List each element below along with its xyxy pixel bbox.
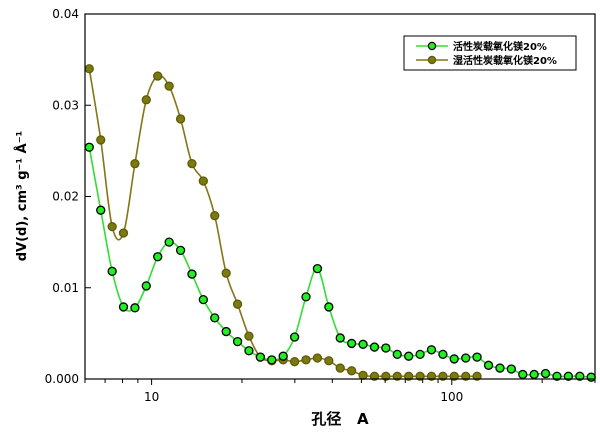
data-point-series-2: [301, 355, 311, 365]
data-point-series-2: [244, 331, 254, 341]
data-point-series-1: [289, 332, 300, 342]
x-axis-label: 孔径 A: [311, 410, 369, 428]
data-point-series-2: [438, 371, 448, 381]
data-point-series-2: [369, 371, 380, 381]
data-point-series-1: [187, 269, 197, 279]
data-point-series-1: [358, 339, 368, 349]
data-point-series-2: [118, 228, 129, 238]
data-point-series-1: [164, 237, 174, 247]
data-point-series-2: [335, 363, 345, 373]
data-point-series-2: [84, 64, 94, 74]
data-point-series-2: [198, 176, 208, 186]
data-point-series-1: [130, 303, 140, 313]
legend-marker-series-1: [427, 41, 437, 51]
data-point-series-1: [232, 336, 243, 347]
legend: 活性炭载氧化镁20% 湿活性炭载氧化镁20%: [403, 35, 577, 71]
data-point-series-1: [518, 369, 528, 380]
data-point-series-2: [461, 371, 471, 381]
data-point-series-2: [232, 299, 243, 309]
data-point-series-1: [381, 343, 391, 353]
y-tick-label: 0.03: [52, 98, 79, 112]
series-line-1: [88, 147, 592, 378]
data-point-series-1: [563, 371, 574, 381]
series-line-2: [88, 68, 478, 378]
data-point-series-1: [540, 368, 551, 379]
y-tick-label: 0.02: [52, 190, 79, 204]
data-point-series-2: [415, 371, 425, 381]
data-point-series-1: [529, 369, 539, 380]
data-point-series-1: [426, 345, 437, 355]
legend-marker-series-2: [427, 55, 437, 65]
data-point-series-1: [153, 252, 163, 262]
data-point-series-1: [369, 342, 380, 352]
data-point-series-1: [210, 313, 220, 323]
data-point-series-2: [141, 95, 151, 105]
data-point-series-1: [404, 351, 414, 361]
data-point-series-1: [107, 266, 117, 276]
data-point-series-1: [483, 360, 494, 370]
data-point-series-2: [358, 370, 368, 381]
data-point-series-2: [164, 81, 174, 91]
data-point-series-2: [346, 366, 357, 376]
data-point-series-1: [324, 302, 334, 312]
data-point-series-1: [335, 333, 345, 343]
data-point-series-2: [472, 371, 482, 381]
data-point-series-1: [118, 302, 129, 312]
data-point-series-1: [267, 355, 277, 365]
data-point-series-1: [221, 326, 231, 337]
data-point-series-1: [449, 354, 459, 364]
data-point-series-2: [153, 71, 163, 81]
data-point-series-2: [426, 371, 437, 381]
data-point-series-1: [392, 349, 402, 360]
y-tick-label: 0.04: [52, 7, 79, 21]
data-point-series-1: [301, 292, 311, 302]
data-point-series-1: [461, 353, 471, 363]
data-point-series-2: [392, 371, 402, 381]
data-point-series-1: [96, 205, 106, 215]
data-point-series-2: [221, 268, 231, 278]
data-point-series-1: [472, 352, 482, 362]
y-tick-label: 0.000: [45, 372, 79, 386]
data-point-series-2: [175, 114, 186, 124]
data-point-series-1: [312, 263, 323, 274]
data-point-series-1: [255, 352, 265, 362]
data-point-series-2: [312, 353, 323, 363]
data-point-series-2: [404, 371, 414, 381]
data-point-series-2: [289, 357, 300, 367]
legend-box: [403, 35, 577, 71]
data-point-series-1: [278, 351, 288, 361]
data-point-series-1: [346, 338, 357, 349]
data-point-series-1: [506, 364, 516, 374]
data-point-series-1: [586, 372, 596, 382]
data-point-series-2: [381, 371, 391, 381]
data-point-series-2: [187, 158, 197, 169]
data-point-series-2: [210, 211, 220, 221]
x-tick-label: 100: [440, 390, 463, 404]
data-point-series-2: [107, 221, 117, 232]
data-point-series-1: [438, 349, 448, 360]
data-point-series-2: [449, 371, 459, 381]
data-point-series-1: [575, 371, 585, 381]
data-point-series-1: [415, 349, 425, 360]
data-point-series-1: [141, 281, 151, 291]
y-axis-label: dV(d), cm³ g⁻¹ Å⁻¹: [14, 131, 30, 262]
data-point-series-2: [324, 356, 334, 366]
data-point-series-1: [495, 363, 505, 373]
data-point-series-2: [96, 135, 106, 145]
data-point-series-1: [175, 245, 186, 255]
data-point-series-1: [84, 142, 94, 152]
legend-label-series-1: 活性炭载氧化镁20%: [453, 40, 547, 53]
data-point-series-1: [244, 346, 254, 356]
y-tick-label: 0.01: [52, 281, 79, 295]
data-point-series-1: [552, 371, 562, 381]
x-tick-label: 10: [144, 390, 159, 404]
data-point-series-1: [198, 294, 208, 305]
data-point-series-2: [130, 158, 140, 169]
legend-label-series-2: 湿活性炭载氧化镁20%: [453, 54, 557, 67]
